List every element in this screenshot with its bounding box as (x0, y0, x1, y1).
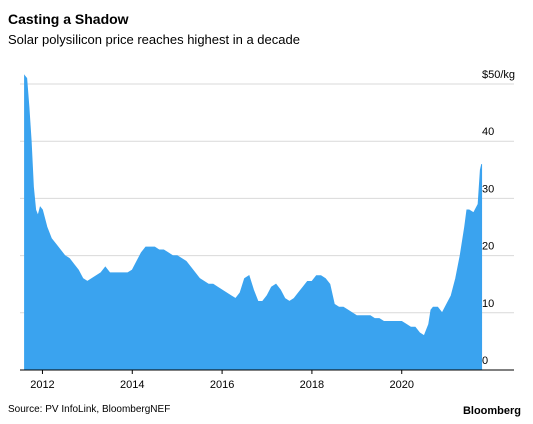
source: Source: PV InfoLink, BloombergNEF (8, 404, 170, 415)
y-tick-label: 10 (482, 298, 494, 310)
y-tick-label: $50/kg (482, 69, 515, 81)
y-tick-label: 30 (482, 183, 494, 195)
x-tick-label: 2012 (30, 379, 54, 391)
y-tick-label: 20 (482, 241, 494, 253)
area (24, 74, 483, 371)
chart-subtitle: Solar polysilicon price reaches highest … (8, 32, 300, 47)
brand: Bloomberg (463, 405, 521, 417)
x-tick-label: 2020 (389, 379, 413, 391)
x-tick-label: 2018 (300, 379, 324, 391)
x-tick-label: 2016 (210, 379, 234, 391)
x-tick-label: 2014 (120, 379, 144, 391)
chart-title: Casting a Shadow (8, 11, 129, 27)
y-tick-label: 40 (482, 126, 494, 138)
y-tick-label: 0 (482, 355, 488, 367)
